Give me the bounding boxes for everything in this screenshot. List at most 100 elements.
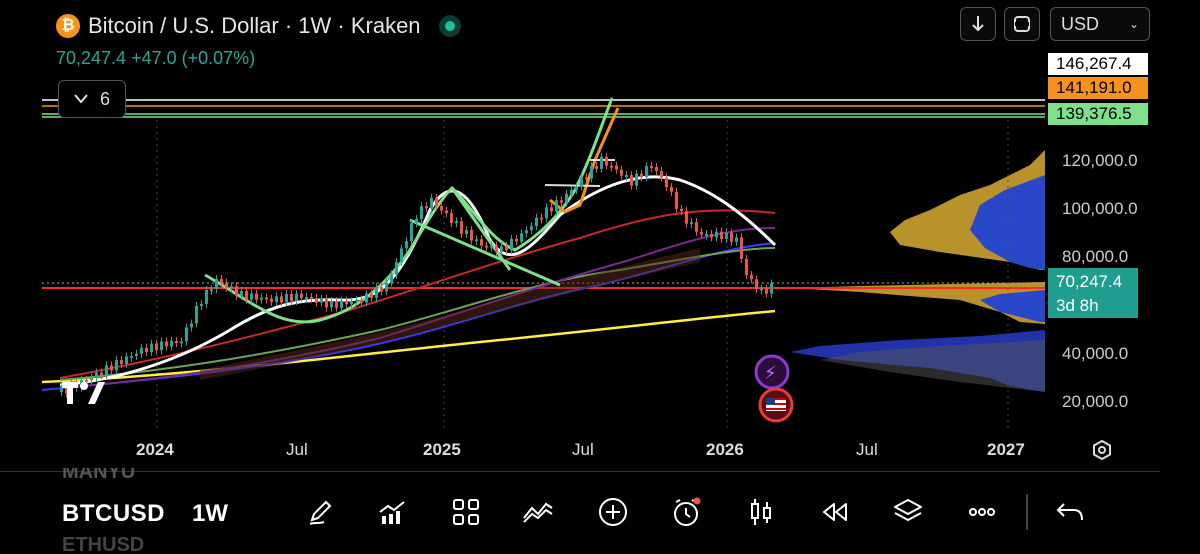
ideas-badge[interactable]: ⚡ xyxy=(754,354,790,390)
candle-body xyxy=(765,288,768,294)
settings-icon[interactable] xyxy=(1092,440,1112,460)
candle-body xyxy=(160,341,163,351)
candle-body xyxy=(210,289,213,292)
candle-body xyxy=(130,355,133,358)
candle-body xyxy=(365,293,368,303)
ma-white xyxy=(59,175,777,387)
symbol-header[interactable]: ₿ Bitcoin / U.S. Dollar · 1W · Kraken xyxy=(56,10,461,42)
last-price-tag: 70,247.4 3d 8h xyxy=(1048,268,1138,318)
watchlist-next-symbol[interactable]: ETHUSD xyxy=(62,534,145,554)
candle-body xyxy=(280,296,283,303)
candle-body xyxy=(270,298,273,302)
candle-body xyxy=(420,206,423,219)
candle-body xyxy=(700,231,703,235)
candle-body xyxy=(550,207,553,212)
candle-body xyxy=(125,356,128,364)
candle-body xyxy=(150,343,153,353)
fullscreen-button[interactable] xyxy=(1004,7,1040,41)
symbol-title[interactable]: Bitcoin / U.S. Dollar · 1W · Kraken xyxy=(88,13,421,38)
candle-body xyxy=(255,293,258,300)
market-status-icon[interactable] xyxy=(438,15,461,37)
candle-body xyxy=(250,293,253,300)
symbol-button[interactable]: BTCUSD xyxy=(62,500,165,527)
download-button[interactable] xyxy=(960,7,996,41)
indicators-icon[interactable] xyxy=(376,496,408,528)
x-tick: 2027 xyxy=(987,440,1025,459)
candle-body xyxy=(575,186,578,190)
candle-body xyxy=(240,291,243,296)
add-icon[interactable] xyxy=(597,496,629,528)
candle-body xyxy=(705,233,708,236)
candles-icon[interactable] xyxy=(745,496,777,528)
candle-body xyxy=(540,217,543,220)
candle-body xyxy=(690,222,693,225)
more-icon[interactable] xyxy=(966,496,998,528)
candle-body xyxy=(460,221,463,234)
candle-body xyxy=(715,231,718,238)
candle-body xyxy=(385,282,388,292)
candle-body xyxy=(295,293,298,302)
candle-body xyxy=(410,223,413,242)
x-tick: 2024 xyxy=(136,440,174,459)
candle-body xyxy=(595,166,598,169)
x-tick: Jul xyxy=(856,440,878,459)
y-tick: 120,000.0 xyxy=(1062,151,1138,170)
alert-icon[interactable] xyxy=(670,496,702,528)
candle-body xyxy=(435,197,438,206)
pen-icon[interactable] xyxy=(304,496,336,528)
candle-body xyxy=(155,343,158,351)
indicators-toggle[interactable]: 6 xyxy=(58,80,126,118)
candle-body xyxy=(395,261,398,275)
candle-body xyxy=(740,237,743,259)
candle-body xyxy=(195,306,198,324)
currency-select[interactable]: USD ⌄ xyxy=(1050,7,1150,41)
candle-body xyxy=(565,193,568,203)
candle-body xyxy=(630,175,633,186)
candle-body xyxy=(475,239,478,242)
candle-body xyxy=(750,274,753,280)
svg-text:⚡: ⚡ xyxy=(764,363,777,383)
candle-body xyxy=(265,297,268,300)
candle-body xyxy=(275,296,278,302)
candle-body xyxy=(660,170,663,178)
candle-body xyxy=(190,323,193,328)
candle-body xyxy=(315,298,318,303)
candle-body xyxy=(605,156,608,166)
watchlist-prev-symbol[interactable]: MANYU xyxy=(62,468,136,482)
toolbar-separator xyxy=(0,471,1160,472)
last-price-value: 70,247.4 xyxy=(1056,272,1123,291)
compare-icon[interactable] xyxy=(522,496,554,528)
candle-body xyxy=(100,372,103,376)
candle-body xyxy=(725,232,728,239)
tradingview-watermark xyxy=(62,382,105,404)
currency-value: USD xyxy=(1061,13,1100,34)
candle-body xyxy=(760,288,763,291)
candle-body xyxy=(500,246,503,252)
candle-body xyxy=(425,206,428,209)
candle-body xyxy=(735,237,738,242)
candle-body xyxy=(175,341,178,344)
x-tick: 2025 xyxy=(423,440,461,459)
price-tag-139: 139,376.5 xyxy=(1048,103,1148,125)
interval-button[interactable]: 1W xyxy=(192,500,228,527)
candle-body xyxy=(370,293,373,298)
candle-body xyxy=(495,245,498,252)
candle-body xyxy=(525,230,528,234)
candle-body xyxy=(755,279,758,289)
y-tick: 20,000.0 xyxy=(1062,392,1129,411)
candle-body xyxy=(165,341,168,347)
candle-body xyxy=(205,289,208,304)
grid-icon[interactable] xyxy=(450,496,482,528)
candle-body xyxy=(375,287,378,298)
ma-purple xyxy=(59,227,776,389)
layers-icon[interactable] xyxy=(892,496,924,528)
us-flag-badge[interactable] xyxy=(758,387,794,423)
price-chart[interactable]: ⚡ xyxy=(0,0,1200,470)
undo-icon[interactable] xyxy=(1054,496,1086,528)
candle-body xyxy=(225,282,228,288)
candle-body xyxy=(400,248,403,262)
replay-icon[interactable] xyxy=(818,496,850,528)
candle-body xyxy=(390,274,393,283)
candle-body xyxy=(650,166,653,169)
candle-body xyxy=(180,341,183,344)
